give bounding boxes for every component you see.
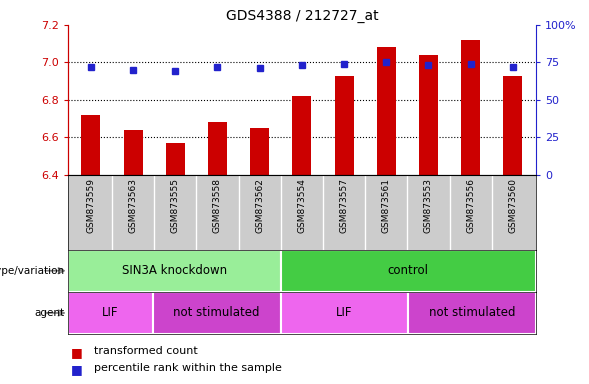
Bar [419,55,438,175]
Text: SIN3A knockdown: SIN3A knockdown [121,264,227,277]
Text: LIF: LIF [102,306,118,319]
Bar [153,292,280,334]
Bar [377,48,396,175]
Text: LIF: LIF [336,306,353,319]
Bar [68,250,280,292]
Text: GSM873561: GSM873561 [382,179,391,233]
Bar [280,292,408,334]
Text: percentile rank within the sample: percentile rank within the sample [94,363,282,373]
Text: ■: ■ [71,346,82,359]
Text: GSM873557: GSM873557 [339,179,349,233]
Text: GSM873559: GSM873559 [87,179,95,233]
Bar [292,96,312,175]
Text: GSM873556: GSM873556 [466,179,475,233]
Bar [81,115,101,175]
Text: GSM873560: GSM873560 [508,179,517,233]
Bar [124,130,143,175]
Text: GSM873553: GSM873553 [424,179,433,233]
Bar [408,292,536,334]
Text: transformed count: transformed count [94,346,198,356]
Text: GSM873562: GSM873562 [255,179,264,233]
Bar [280,250,536,292]
Bar [68,292,153,334]
Text: GSM873555: GSM873555 [171,179,180,233]
Text: GSM873554: GSM873554 [297,179,306,233]
Bar [208,122,227,175]
Bar [503,76,522,175]
Bar [166,143,185,175]
Text: ■: ■ [71,363,82,376]
Text: not stimulated: not stimulated [174,306,260,319]
Text: not stimulated: not stimulated [429,306,515,319]
Text: control: control [388,264,429,277]
Bar [461,40,480,175]
Text: GSM873558: GSM873558 [213,179,222,233]
Bar [335,76,353,175]
Text: GSM873563: GSM873563 [128,179,138,233]
Bar [250,128,269,175]
Title: GDS4388 / 212727_at: GDS4388 / 212727_at [226,8,378,23]
Text: genotype/variation: genotype/variation [0,266,65,276]
Text: agent: agent [35,308,65,318]
